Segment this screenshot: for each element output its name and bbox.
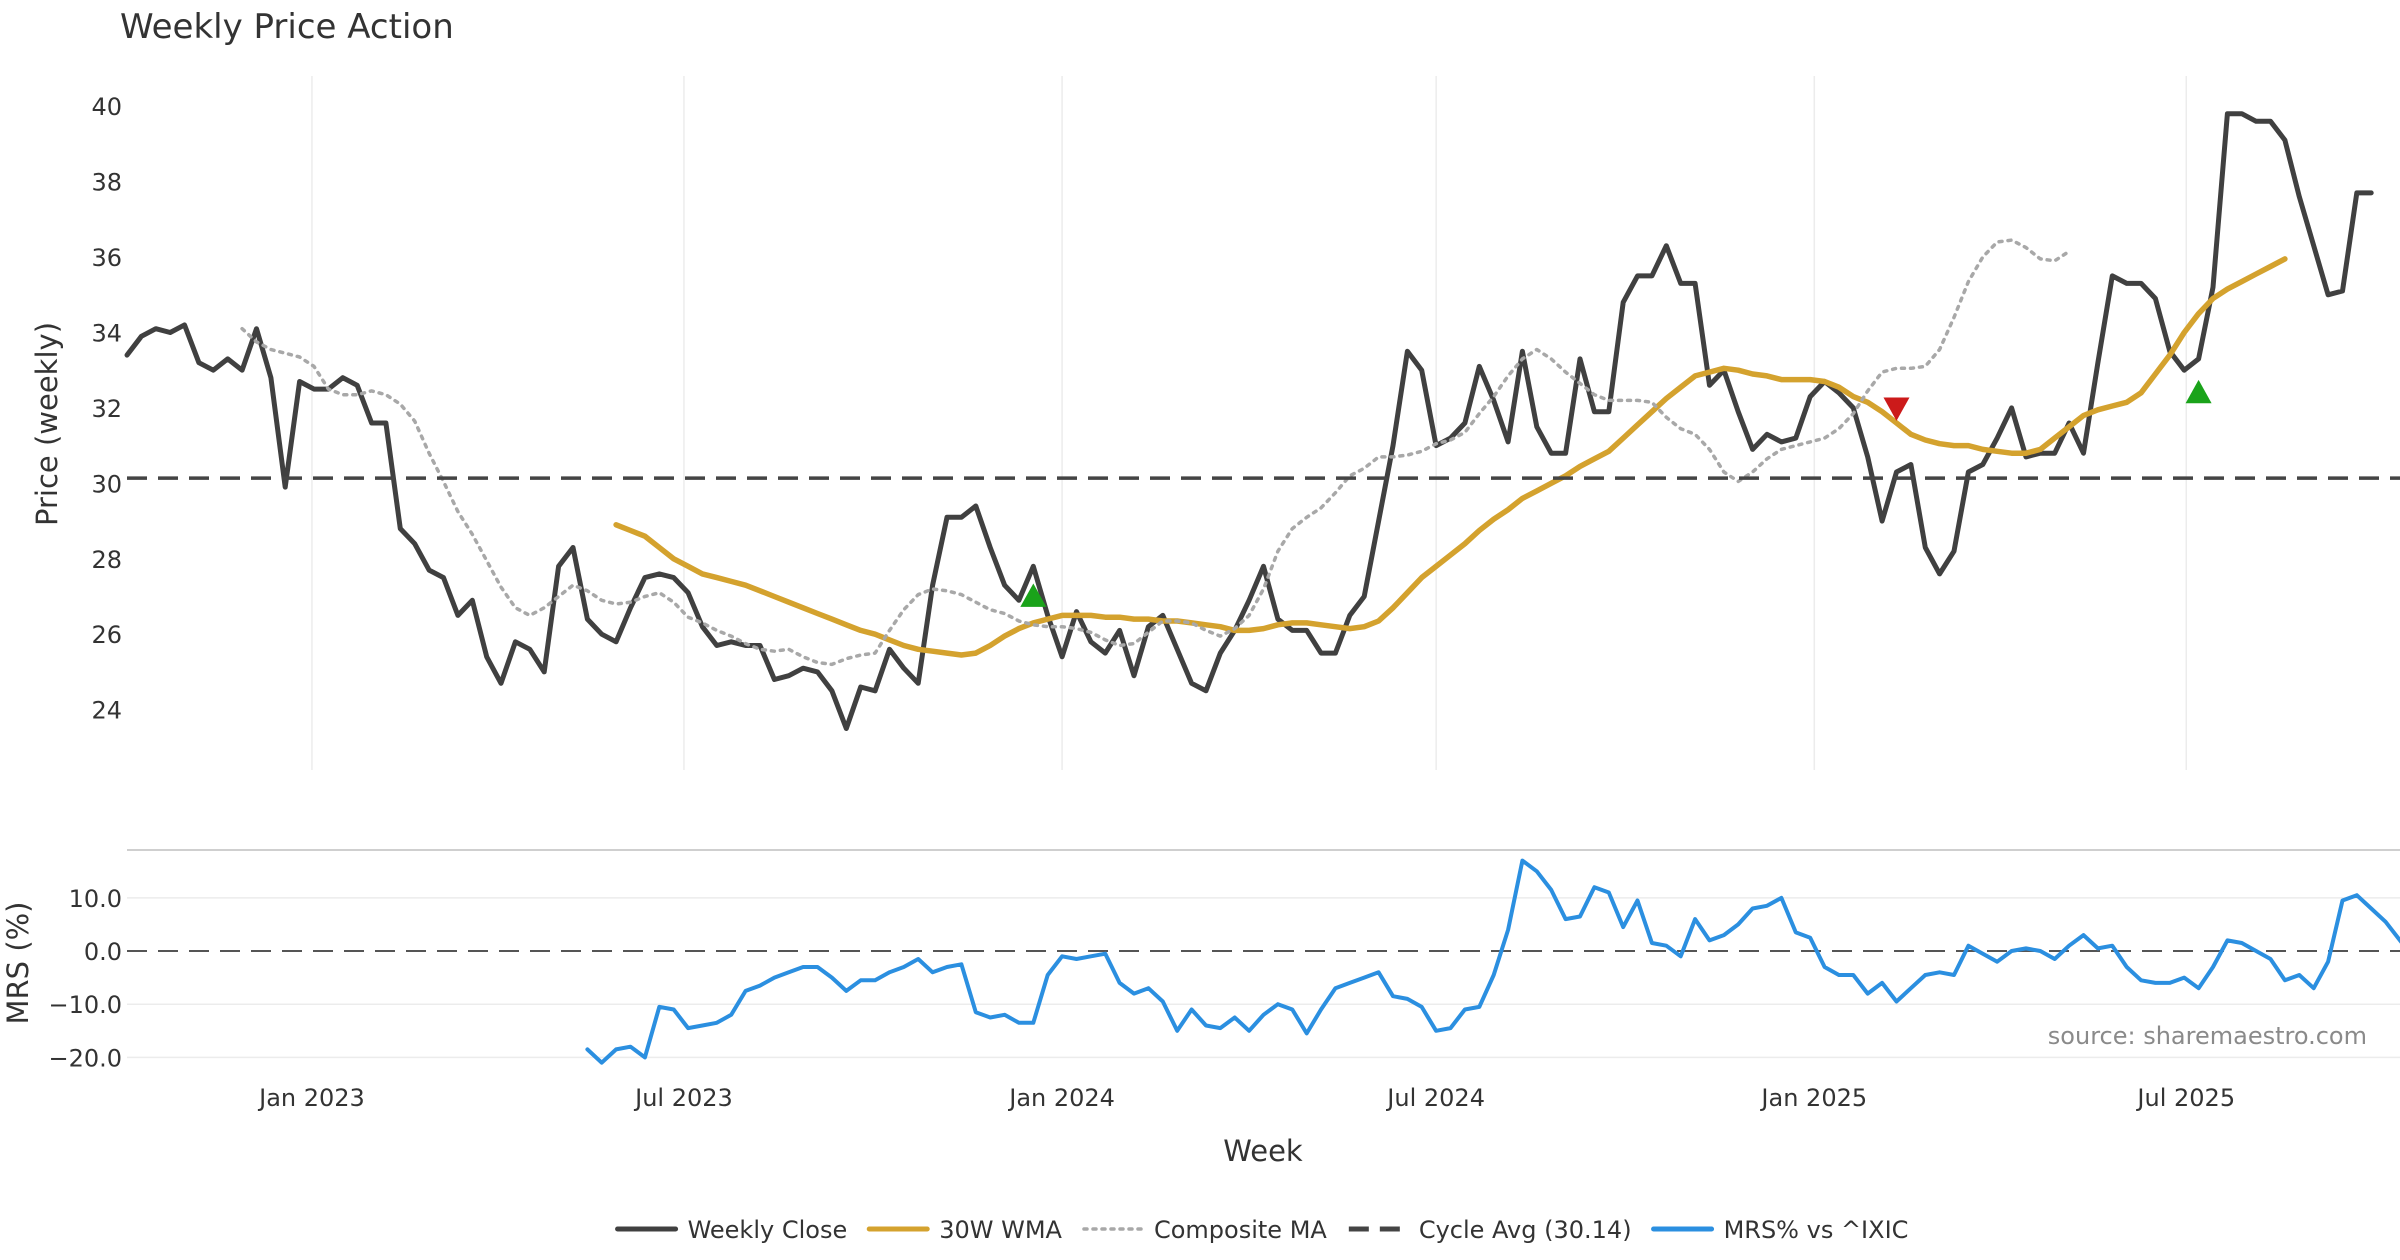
axis-labels: 24 26 28 30 32 34 36 38 40 10.0 0.0 −10.0 −20.0 Jan 2… <box>48 93 2235 1112</box>
week-tick-label: Jan 2025 <box>1759 1084 1867 1112</box>
legend-entry-mrs-vs-ixic: MRS% vs ^IXIC <box>1651 1216 1909 1244</box>
week-axis-title: Week <box>1223 1134 1303 1168</box>
legend-entry-30w-wma: 30W WMA <box>866 1216 1063 1244</box>
week-tick-label: Jul 2025 <box>2135 1084 2235 1112</box>
price-panel-gridlines <box>311 76 2188 770</box>
30w-wma-line <box>613 256 2288 658</box>
week-tick-label: Jul 2024 <box>1385 1084 1485 1112</box>
price-tick-label: 32 <box>91 395 122 423</box>
mrs-tick-label: −10.0 <box>48 991 122 1019</box>
price-tick-label: 28 <box>91 546 122 574</box>
legend-entry-cycle-avg-30-14: Cycle Avg (30.14) <box>1348 1216 1632 1244</box>
legend-label: Weekly Close <box>688 1216 848 1244</box>
weekly-close-line <box>124 111 2374 731</box>
source-annotation: source: sharemaestro.com <box>2048 1022 2367 1050</box>
chart-title: Weekly Price Action <box>120 7 454 47</box>
price-tick-label: 24 <box>91 697 122 725</box>
signal-markers <box>1020 379 2212 607</box>
week-tick-label: Jul 2023 <box>633 1084 733 1112</box>
mrs-tick-label: 10.0 <box>69 885 122 913</box>
mrs-vs-ixic-line <box>585 858 2400 1065</box>
composite-ma-line <box>240 238 2071 667</box>
mrs-panel-series <box>585 858 2400 1065</box>
mrs-tick-label: 0.0 <box>84 938 122 966</box>
buy-signal-marker <box>1020 583 1047 607</box>
legend-label: Cycle Avg (30.14) <box>1419 1216 1632 1244</box>
week-tick-label: Jan 2024 <box>1007 1084 1115 1112</box>
price-tick-label: 34 <box>91 319 122 347</box>
legend-entry-weekly-close: Weekly Close <box>615 1216 848 1244</box>
legend-label: 30W WMA <box>939 1216 1062 1244</box>
price-tick-label: 36 <box>91 244 122 272</box>
price-axis-title: Price (weekly) <box>30 322 64 526</box>
price-panel-series <box>124 111 2400 731</box>
chart-legend: Weekly Close 30W WMA Composite MA Cycle Avg… <box>615 1216 1909 1244</box>
mrs-axis-title: MRS (%) <box>1 902 35 1025</box>
buy-signal-marker <box>2185 379 2212 404</box>
price-tick-label: 30 <box>91 470 122 498</box>
price-tick-label: 38 <box>91 169 122 197</box>
legend-entry-composite-ma: Composite MA <box>1082 1216 1327 1244</box>
mrs-tick-label: −20.0 <box>48 1044 122 1072</box>
price-tick-label: 26 <box>91 621 122 649</box>
legend-label: MRS% vs ^IXIC <box>1724 1216 1909 1244</box>
week-tick-label: Jan 2023 <box>257 1084 365 1112</box>
legend-label: Composite MA <box>1154 1216 1327 1244</box>
price-tick-label: 40 <box>91 93 122 121</box>
sell-signal-marker <box>1883 397 1910 421</box>
